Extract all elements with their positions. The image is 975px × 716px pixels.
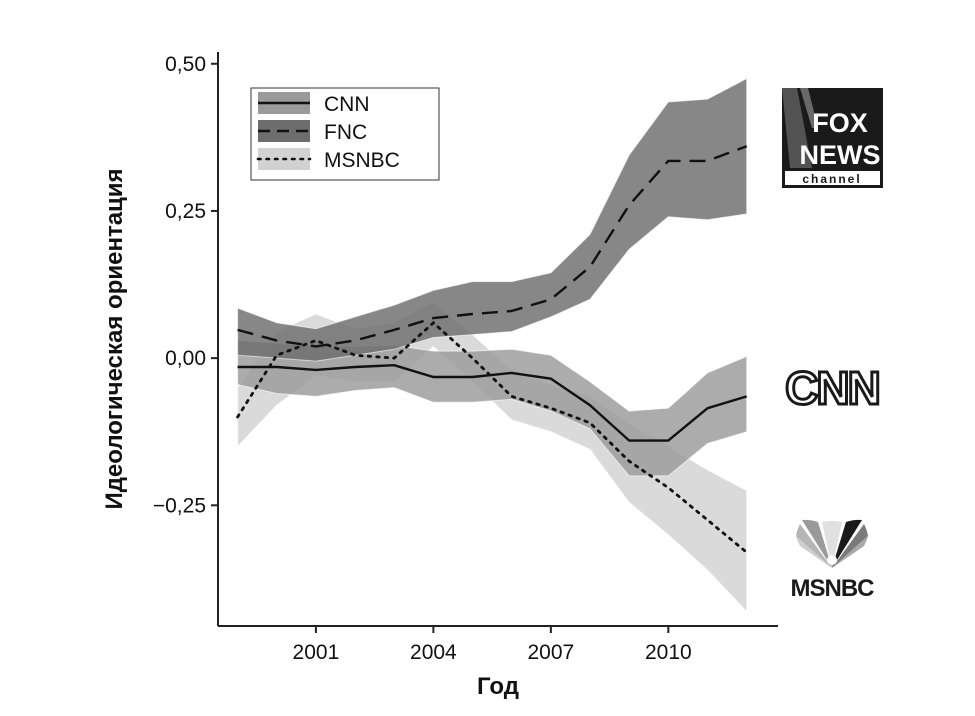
cnn-logo-word: CNN bbox=[785, 362, 879, 414]
msnbc-logo-word: MSNBC bbox=[791, 575, 875, 602]
line-fnc bbox=[237, 145, 748, 348]
news-logo-word: NEWS bbox=[800, 140, 881, 170]
peacock-icon bbox=[796, 519, 868, 568]
line-cnn bbox=[237, 363, 748, 442]
fox-logo-word: FOX bbox=[812, 108, 868, 138]
msnbc-logo: MSNBC bbox=[791, 519, 875, 602]
legend-label-cnn: CNN bbox=[324, 93, 370, 116]
y-tick-label: 0,00 bbox=[165, 347, 206, 370]
y-tick-label: 0,25 bbox=[165, 200, 206, 223]
y-ticks: 0,50 0,25 0,00 −0,25 bbox=[153, 53, 218, 517]
cnn-logo: CNN bbox=[784, 361, 883, 416]
x-tick-label: 2007 bbox=[528, 641, 575, 664]
x-tick-label: 2001 bbox=[293, 641, 340, 664]
legend-label-fnc: FNC bbox=[324, 121, 367, 144]
fox-news-logo: FOX NEWS channel bbox=[782, 88, 883, 188]
x-ticks: 2001 2004 2007 2010 bbox=[293, 626, 692, 664]
confidence-bands bbox=[237, 77, 748, 613]
band-cnn bbox=[237, 339, 748, 477]
series-lines bbox=[236, 145, 749, 554]
legend: CNN FNC MSNBC bbox=[250, 87, 440, 181]
y-axis-title: Идеологическая ориентация bbox=[101, 168, 128, 509]
x-tick-label: 2004 bbox=[410, 641, 457, 664]
band-fnc bbox=[237, 77, 748, 362]
y-tick-label: 0,50 bbox=[165, 53, 206, 76]
y-tick-label: −0,25 bbox=[153, 494, 206, 517]
x-tick-label: 2010 bbox=[645, 641, 692, 664]
legend-label-msnbc: MSNBC bbox=[324, 149, 400, 172]
x-axis-title: Год bbox=[477, 673, 519, 700]
line-msnbc bbox=[236, 320, 749, 554]
channel-logo-word: channel bbox=[802, 172, 861, 186]
